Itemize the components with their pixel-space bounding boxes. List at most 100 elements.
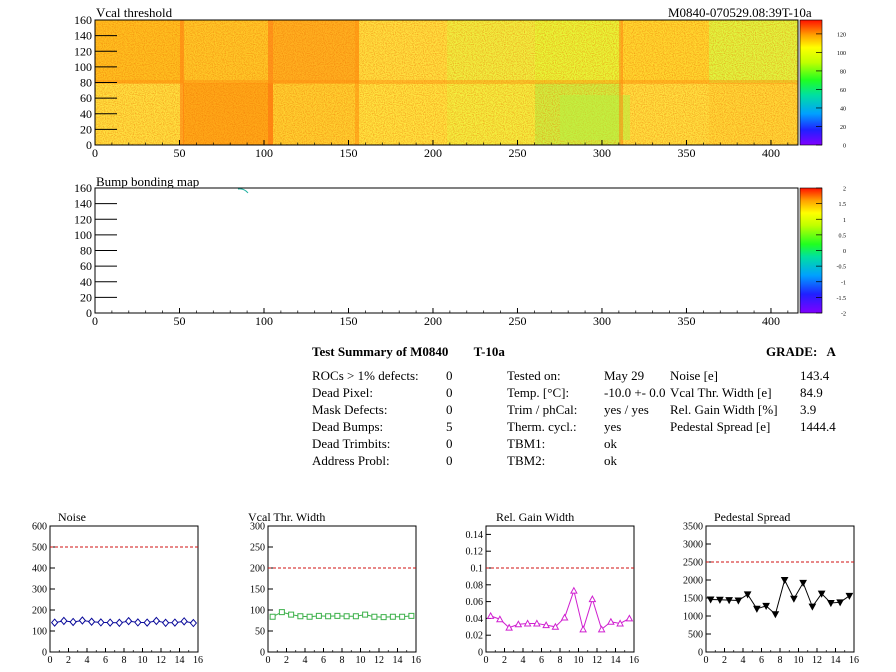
y-tick-label: 0.1 (471, 564, 484, 575)
data-point (743, 591, 752, 599)
data-point (845, 592, 854, 600)
x-tick-label: 200 (424, 146, 442, 160)
y-tick-label: 100 (74, 228, 92, 242)
data-point (115, 618, 124, 628)
data-point (542, 621, 550, 629)
metric-label: Noise [e] (670, 368, 719, 383)
data-point (836, 599, 844, 607)
y-tick-label: 2000 (683, 576, 703, 587)
x-tick-label: 8 (340, 655, 345, 666)
y-tick-label: 200 (32, 606, 47, 617)
palette-tick-label: 1 (843, 218, 846, 224)
data-point (50, 618, 59, 627)
y-tick-label: 0 (86, 306, 92, 320)
y-tick-label: 3500 (683, 522, 703, 533)
data-point (306, 613, 313, 620)
y-tick-label: 400 (32, 564, 47, 575)
y-tick-label: 500 (32, 543, 47, 554)
y-tick-label: 120 (74, 212, 92, 226)
data-point (551, 622, 560, 630)
data-point (106, 618, 114, 627)
condition-label: Temp. [°C]: (507, 385, 570, 400)
condition-value: ok (604, 436, 617, 451)
run-id: M0840-070529.08:39T-10a (668, 5, 812, 20)
metric-label: Pedestal Spread [e] (670, 419, 771, 434)
y-tick-label: 600 (32, 522, 47, 533)
data-point (161, 618, 170, 628)
x-tick-label: 350 (677, 146, 695, 160)
x-tick-label: 250 (508, 146, 526, 160)
x-tick-label: 2 (722, 655, 727, 666)
x-tick-label: 300 (593, 314, 611, 328)
y-tick-label: 1500 (683, 594, 703, 605)
series-line (710, 578, 850, 616)
defect-value: 0 (446, 385, 453, 400)
data-point (607, 617, 615, 625)
palette-tick-label: 2 (843, 187, 846, 193)
data-point (408, 612, 415, 619)
y-tick-label: 0.02 (466, 631, 484, 642)
x-tick-label: 0 (704, 655, 709, 666)
bump-map-title: Bump bonding map (96, 174, 200, 189)
data-point (597, 625, 606, 633)
data-point (352, 613, 359, 620)
y-tick-label: 80 (80, 76, 92, 90)
y-tick-label: 1000 (683, 612, 703, 623)
grade-value: A (826, 344, 836, 359)
x-tick-label: 2 (66, 655, 71, 666)
x-tick-label: 14 (393, 655, 403, 666)
data-point (389, 613, 396, 620)
y-tick-label: 0.04 (466, 614, 484, 625)
grade-label: GRADE: (766, 344, 818, 359)
x-tick-label: 8 (122, 655, 127, 666)
y-tick-label: 20 (80, 122, 92, 136)
chart-title: Vcal Thr. Width (248, 510, 325, 524)
y-tick-label: 500 (688, 630, 703, 641)
y-tick-label: 0 (86, 138, 92, 152)
data-point (827, 600, 835, 608)
data-point (371, 613, 378, 620)
y-tick-label: 300 (32, 585, 47, 596)
data-point (505, 623, 513, 631)
chart-title: Noise (58, 510, 86, 524)
data-point (579, 625, 587, 633)
data-point (725, 597, 733, 605)
data-point (399, 613, 406, 620)
y-tick-label: 0.06 (466, 597, 484, 608)
x-tick-label: 150 (339, 146, 357, 160)
palette-tick-label: 60 (840, 88, 846, 94)
y-tick-label: 3000 (683, 540, 703, 551)
vcal-color-palette (799, 19, 823, 146)
x-tick-label: 4 (303, 655, 308, 666)
data-point (180, 617, 188, 626)
y-tick-label: 0 (260, 648, 265, 659)
y-tick-label: 0 (42, 648, 47, 659)
y-tick-label: 0 (698, 648, 703, 659)
condition-label: Therm. cycl.: (507, 419, 577, 434)
chart-frame (705, 525, 855, 653)
x-tick-label: 0 (92, 314, 98, 328)
metric-value: 143.4 (800, 368, 830, 383)
x-tick-label: 200 (424, 314, 442, 328)
summary-condition: T-10a (473, 344, 505, 359)
data-point (716, 596, 724, 604)
y-tick-label: 140 (74, 29, 92, 43)
x-tick-label: 6 (321, 655, 326, 666)
data-point (762, 602, 770, 610)
y-tick-label: 120 (74, 44, 92, 58)
x-tick-label: 14 (831, 655, 841, 666)
summary-title: Test Summary of M0840 (312, 344, 449, 359)
data-point (734, 597, 743, 605)
x-tick-label: 0 (92, 146, 98, 160)
condition-value: yes (604, 419, 622, 434)
x-tick-label: 4 (85, 655, 90, 666)
metric-value: 1444.4 (800, 419, 836, 434)
y-tick-label: 60 (80, 259, 92, 273)
data-point (753, 605, 761, 613)
y-tick-label: 60 (80, 91, 92, 105)
x-tick-label: 2 (502, 655, 507, 666)
data-point (362, 611, 369, 618)
x-tick-label: 400 (762, 314, 780, 328)
data-point (780, 577, 789, 585)
